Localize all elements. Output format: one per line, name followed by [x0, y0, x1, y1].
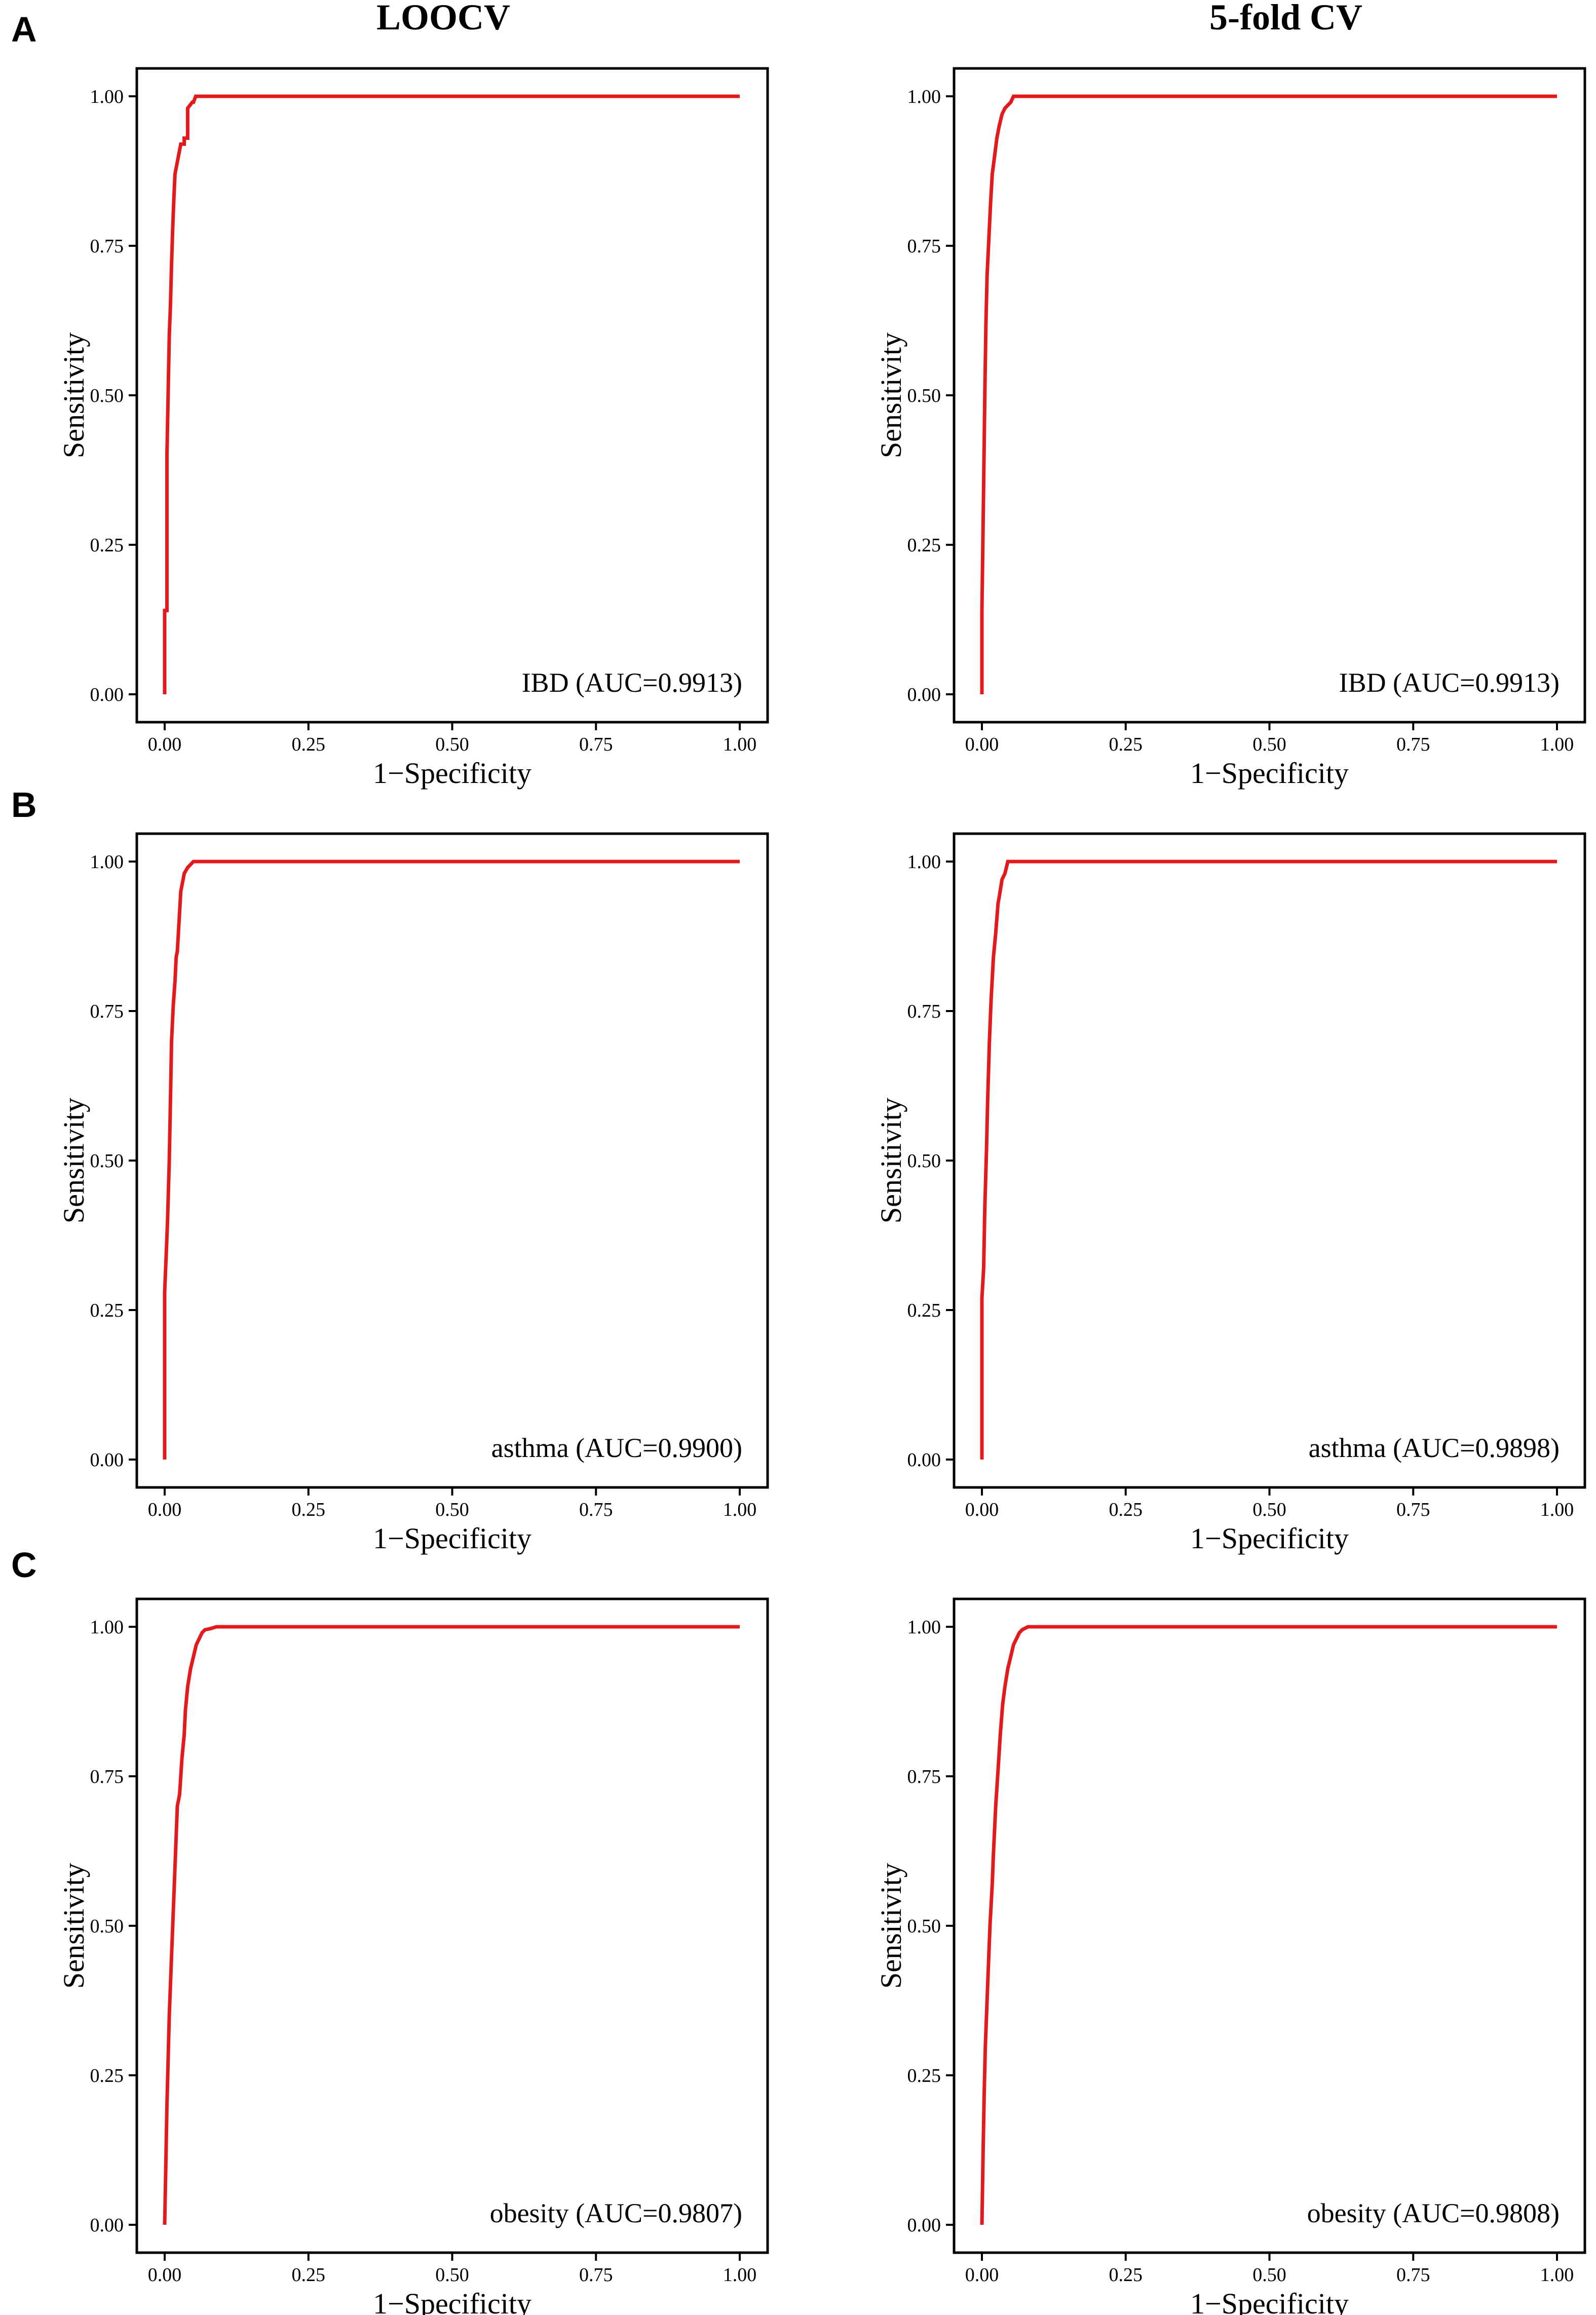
- x-axis-label: 1−Specificity: [1190, 757, 1349, 790]
- x-tick-label: 1.00: [1540, 734, 1574, 755]
- roc-curve: [980, 94, 1557, 694]
- y-tick-label: 0.25: [90, 535, 124, 556]
- y-axis-label: Sensitivity: [875, 332, 907, 458]
- y-tick-label: 0.75: [907, 236, 941, 257]
- y-tick-label: 0.75: [907, 1766, 941, 1787]
- y-tick-label: 0.00: [907, 684, 941, 705]
- roc-curve: [163, 94, 740, 694]
- y-tick-label: 0.25: [90, 1300, 124, 1321]
- x-tick-label: 0.00: [965, 734, 999, 755]
- x-tick-label: 0.00: [148, 734, 182, 755]
- roc-panel-3: 0.00 0.25 0.50 0.75 1.00 0.00 0.25 0.50 0.75 1.00…: [57, 832, 769, 1555]
- y-tick-label: 0.00: [90, 1449, 124, 1471]
- x-tick-label: 0.50: [1252, 734, 1286, 755]
- y-tick-label: 0.25: [90, 2065, 124, 2086]
- y-tick-label: 0.50: [907, 1916, 941, 1937]
- panel-label-a: A: [11, 10, 37, 49]
- x-tick-label: 1.00: [1540, 2264, 1574, 2286]
- y-tick-label: 1.00: [907, 86, 941, 107]
- y-tick-label: 0.75: [90, 1766, 124, 1787]
- y-tick-label: 0.50: [90, 1150, 124, 1172]
- y-tick-label: 1.00: [90, 851, 124, 873]
- x-tick-label: 1.00: [723, 1499, 757, 1520]
- x-tick-label: 0.50: [435, 1499, 469, 1520]
- auc-annotation: IBD (AUC=0.9913): [1339, 667, 1560, 698]
- x-tick-label: 1.00: [723, 734, 757, 755]
- y-axis-label: Sensitivity: [875, 1098, 907, 1223]
- roc-curve: [980, 860, 1557, 1460]
- auc-annotation: obesity (AUC=0.9807): [490, 2198, 742, 2228]
- y-axis-label: Sensitivity: [57, 1863, 90, 1989]
- y-tick-label: 0.50: [90, 385, 124, 406]
- y-tick-label: 0.50: [907, 385, 941, 406]
- x-tick-label: 0.00: [965, 2264, 999, 2286]
- x-tick-label: 0.75: [579, 2264, 613, 2286]
- y-tick-label: 0.50: [90, 1916, 124, 1937]
- x-axis-label: 1−Specificity: [373, 1522, 531, 1555]
- x-tick-label: 0.50: [1252, 2264, 1286, 2286]
- x-tick-label: 0.25: [292, 734, 326, 755]
- x-tick-label: 0.75: [579, 734, 613, 755]
- y-tick-label: 0.25: [907, 1300, 941, 1321]
- roc-panel-1: 0.00 0.25 0.50 0.75 1.00 0.00 0.25 0.50 0.75 1.00…: [57, 67, 769, 790]
- y-tick-label: 0.00: [90, 2215, 124, 2236]
- column-title-loocv: LOOCV: [376, 0, 510, 38]
- auc-annotation: obesity (AUC=0.9808): [1307, 2198, 1560, 2228]
- x-axis-label: 1−Specificity: [1190, 2287, 1349, 2315]
- y-tick-label: 0.75: [90, 236, 124, 257]
- x-tick-label: 0.25: [1109, 2264, 1143, 2286]
- x-axis-label: 1−Specificity: [373, 757, 531, 790]
- panel-label-c: C: [11, 1545, 37, 1585]
- y-tick-label: 0.00: [907, 2215, 941, 2236]
- y-axis-label: Sensitivity: [57, 1098, 90, 1223]
- y-axis-label: Sensitivity: [875, 1863, 907, 1989]
- x-tick-label: 0.25: [292, 1499, 326, 1520]
- roc-panel-4: 0.00 0.25 0.50 0.75 1.00 0.00 0.25 0.50 0.75 1.00…: [875, 832, 1586, 1555]
- roc-curve: [163, 1625, 740, 2225]
- x-tick-label: 0.25: [292, 2264, 326, 2286]
- x-tick-label: 0.50: [435, 2264, 469, 2286]
- y-tick-label: 0.00: [907, 1449, 941, 1471]
- y-tick-label: 1.00: [907, 1617, 941, 1638]
- y-tick-label: 0.75: [90, 1001, 124, 1022]
- x-tick-label: 0.50: [1252, 1499, 1286, 1520]
- x-tick-label: 0.25: [1109, 734, 1143, 755]
- auc-annotation: asthma (AUC=0.9900): [491, 1433, 742, 1463]
- y-tick-label: 1.00: [90, 1617, 124, 1638]
- x-tick-label: 0.75: [1396, 2264, 1430, 2286]
- x-tick-label: 0.75: [1396, 1499, 1430, 1520]
- column-title-5fold-cv: 5-fold CV: [1209, 0, 1362, 38]
- x-axis-label: 1−Specificity: [373, 2287, 531, 2315]
- x-tick-label: 0.50: [435, 734, 469, 755]
- x-tick-label: 0.00: [148, 1499, 182, 1520]
- roc-curve: [980, 1625, 1557, 2225]
- y-tick-label: 0.75: [907, 1001, 941, 1022]
- y-tick-label: 0.00: [90, 684, 124, 705]
- y-tick-label: 1.00: [90, 86, 124, 107]
- y-axis-label: Sensitivity: [57, 332, 90, 458]
- roc-curve: [163, 860, 740, 1460]
- x-axis-label: 1−Specificity: [1190, 1522, 1349, 1555]
- roc-panel-2: 0.00 0.25 0.50 0.75 1.00 0.00 0.25 0.50 0.75 1.00…: [875, 67, 1586, 790]
- roc-panel-5: 0.00 0.25 0.50 0.75 1.00 0.00 0.25 0.50 0.75 1.00…: [57, 1597, 769, 2315]
- x-tick-label: 1.00: [1540, 1499, 1574, 1520]
- y-tick-label: 1.00: [907, 851, 941, 873]
- x-tick-label: 1.00: [723, 2264, 757, 2286]
- x-tick-label: 0.75: [579, 1499, 613, 1520]
- x-tick-label: 0.00: [965, 1499, 999, 1520]
- x-tick-label: 0.25: [1109, 1499, 1143, 1520]
- roc-panel-6: 0.00 0.25 0.50 0.75 1.00 0.00 0.25 0.50 0.75 1.00…: [875, 1597, 1586, 2315]
- auc-annotation: IBD (AUC=0.9913): [522, 667, 742, 698]
- y-tick-label: 0.25: [907, 535, 941, 556]
- y-tick-label: 0.25: [907, 2065, 941, 2086]
- panel-label-b: B: [11, 785, 37, 825]
- x-tick-label: 0.00: [148, 2264, 182, 2286]
- auc-annotation: asthma (AUC=0.9898): [1309, 1433, 1560, 1463]
- roc-panels: 0.00 0.25 0.50 0.75 1.00 0.00 0.25 0.50 0.75 1.00…: [57, 67, 1586, 2315]
- x-tick-label: 0.75: [1396, 734, 1430, 755]
- y-tick-label: 0.50: [907, 1150, 941, 1172]
